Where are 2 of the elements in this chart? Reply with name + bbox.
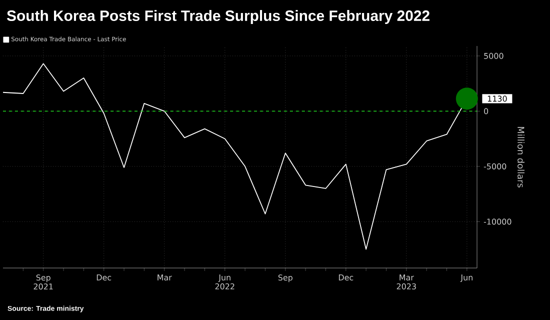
chart-title: South Korea Posts First Trade Surplus Since February 2022 (6, 10, 430, 24)
y-axis-title: Million dollars (518, 127, 524, 188)
